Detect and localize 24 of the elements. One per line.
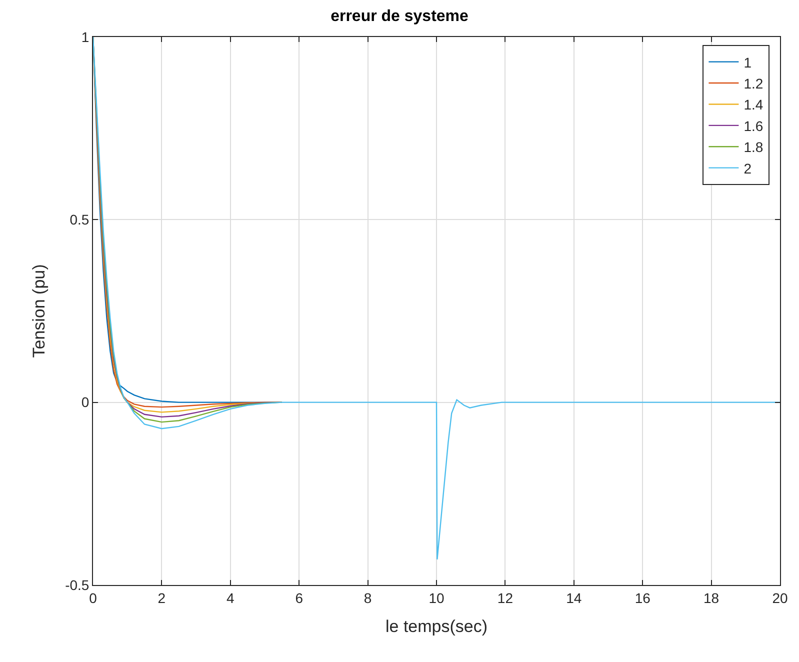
legend-label: 2 [744, 160, 752, 176]
legend-label: 1.8 [744, 139, 764, 156]
y-tick-label: -0.5 [65, 576, 90, 593]
x-axis-title: le temps(sec) [385, 617, 488, 636]
x-tick-label: 10 [428, 590, 444, 606]
x-tick-label: 12 [497, 590, 514, 606]
line-series [93, 37, 780, 560]
legend-label: 1.4 [744, 96, 764, 113]
legend-label: 1 [744, 54, 752, 70]
y-axis-title: Tension (pu) [30, 264, 49, 358]
y-tick-label: 0 [81, 394, 90, 410]
x-tick-label: 2 [158, 590, 166, 606]
x-tick-label: 4 [226, 590, 234, 606]
y-tick-label: 1 [81, 28, 90, 45]
x-tick-label: 6 [295, 590, 304, 606]
legend-label: 1.2 [744, 75, 764, 92]
x-tick-label: 8 [364, 590, 372, 606]
legend-label: 1.6 [744, 118, 764, 134]
chart-title: erreur de systeme [330, 8, 469, 26]
x-tick-label: 14 [566, 590, 582, 606]
x-tick-label: 18 [704, 590, 720, 606]
y-tick-label: 0.5 [70, 212, 90, 228]
x-tick-label: 20 [772, 590, 788, 606]
x-tick-label: 16 [634, 590, 651, 606]
